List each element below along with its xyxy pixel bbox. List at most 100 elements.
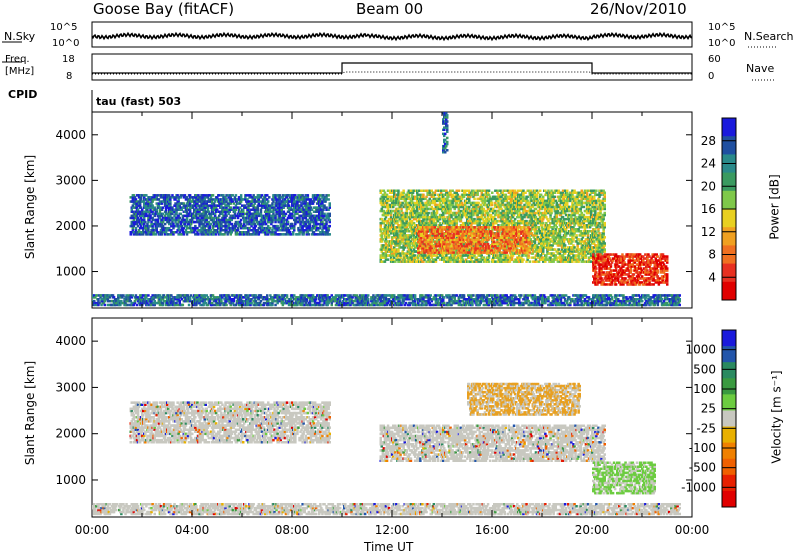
power-cell	[158, 296, 162, 299]
power-cell	[226, 202, 229, 205]
power-cell	[397, 189, 400, 192]
power-cell	[602, 298, 605, 301]
power-cell	[380, 296, 383, 299]
power-cell	[411, 303, 415, 307]
power-cell	[613, 299, 617, 303]
power-cell	[192, 204, 195, 207]
power-cell	[332, 298, 336, 301]
power-cell	[462, 294, 466, 297]
power-cell	[469, 294, 472, 297]
power-cell	[150, 229, 153, 232]
power-cell	[181, 194, 185, 197]
power-cell	[425, 294, 428, 297]
power-cell	[389, 299, 393, 303]
power-cell	[283, 298, 287, 301]
power-cell	[334, 296, 338, 299]
power-cell	[175, 231, 178, 234]
power-cell	[605, 299, 608, 303]
power-cell	[180, 208, 183, 211]
power-cell	[673, 301, 676, 305]
power-cell	[259, 294, 263, 297]
power-cell	[186, 231, 190, 234]
power-cell	[186, 198, 190, 201]
power-cell	[267, 301, 270, 305]
power-cell	[610, 298, 614, 301]
power-cell	[186, 202, 190, 205]
power-cell	[218, 214, 221, 218]
power-cell	[214, 206, 218, 209]
power-cell	[169, 202, 172, 205]
power-cell	[217, 296, 220, 299]
power-cell	[152, 231, 155, 234]
power-cell	[216, 298, 219, 301]
power-cell	[662, 299, 666, 303]
power-cell	[481, 298, 485, 301]
power-cell	[118, 294, 121, 297]
power-cell	[206, 222, 210, 226]
power-cell	[147, 204, 150, 207]
power-cell	[457, 298, 461, 301]
freq-tick-high: 18	[62, 54, 75, 65]
power-cell	[171, 212, 174, 216]
power-cell	[514, 301, 518, 305]
power-cell	[172, 222, 175, 226]
power-cell	[206, 196, 210, 199]
power-cell	[475, 296, 478, 299]
power-cell	[622, 294, 625, 297]
power-cell	[200, 222, 203, 226]
power-cell	[510, 296, 514, 299]
power-cell	[547, 296, 550, 299]
power-cell	[205, 220, 208, 224]
power-cell	[177, 296, 180, 299]
power-cell	[482, 294, 486, 297]
power-cell	[235, 294, 239, 297]
power-cell	[351, 296, 354, 299]
power-cell	[151, 200, 154, 203]
power-cell	[264, 298, 268, 301]
power-cell	[172, 233, 175, 236]
power-cell	[192, 216, 195, 220]
power-cell	[611, 303, 615, 307]
power-cell	[455, 301, 458, 305]
power-cell	[221, 198, 224, 201]
power-cell	[212, 218, 216, 222]
power-cell	[163, 226, 167, 230]
power-cell	[528, 294, 531, 297]
power-cell	[403, 303, 406, 307]
power-cell	[666, 296, 669, 299]
power-cell	[173, 214, 176, 218]
power-cell	[398, 298, 401, 301]
power-cell	[285, 301, 289, 305]
power-cell	[222, 301, 225, 305]
power-cell	[336, 294, 340, 297]
power-cell	[358, 303, 362, 307]
power-cell	[322, 303, 325, 307]
power-cell	[213, 229, 217, 232]
power-cell	[484, 303, 488, 307]
power-cell	[170, 229, 173, 232]
power-cell	[617, 298, 620, 301]
power-cell	[204, 216, 207, 220]
power-cell	[262, 301, 266, 305]
power-cell	[552, 296, 555, 299]
power-cell	[108, 299, 112, 303]
power-cell	[670, 299, 673, 303]
power-cell	[597, 299, 600, 303]
power-cell	[601, 299, 604, 303]
power-cell	[596, 294, 599, 297]
power-cell	[179, 296, 182, 299]
power-cell	[135, 214, 139, 218]
power-cell	[216, 198, 219, 201]
power-cell	[173, 231, 176, 234]
power-cell	[219, 220, 222, 224]
power-cell	[144, 299, 147, 303]
power-cell	[208, 226, 212, 230]
power-cell	[157, 204, 161, 207]
power-cell	[255, 303, 258, 307]
power-cell	[268, 196, 271, 199]
power-cell	[161, 303, 165, 307]
power-cell	[542, 296, 545, 299]
power-cell	[153, 194, 156, 197]
power-cell	[207, 210, 211, 213]
